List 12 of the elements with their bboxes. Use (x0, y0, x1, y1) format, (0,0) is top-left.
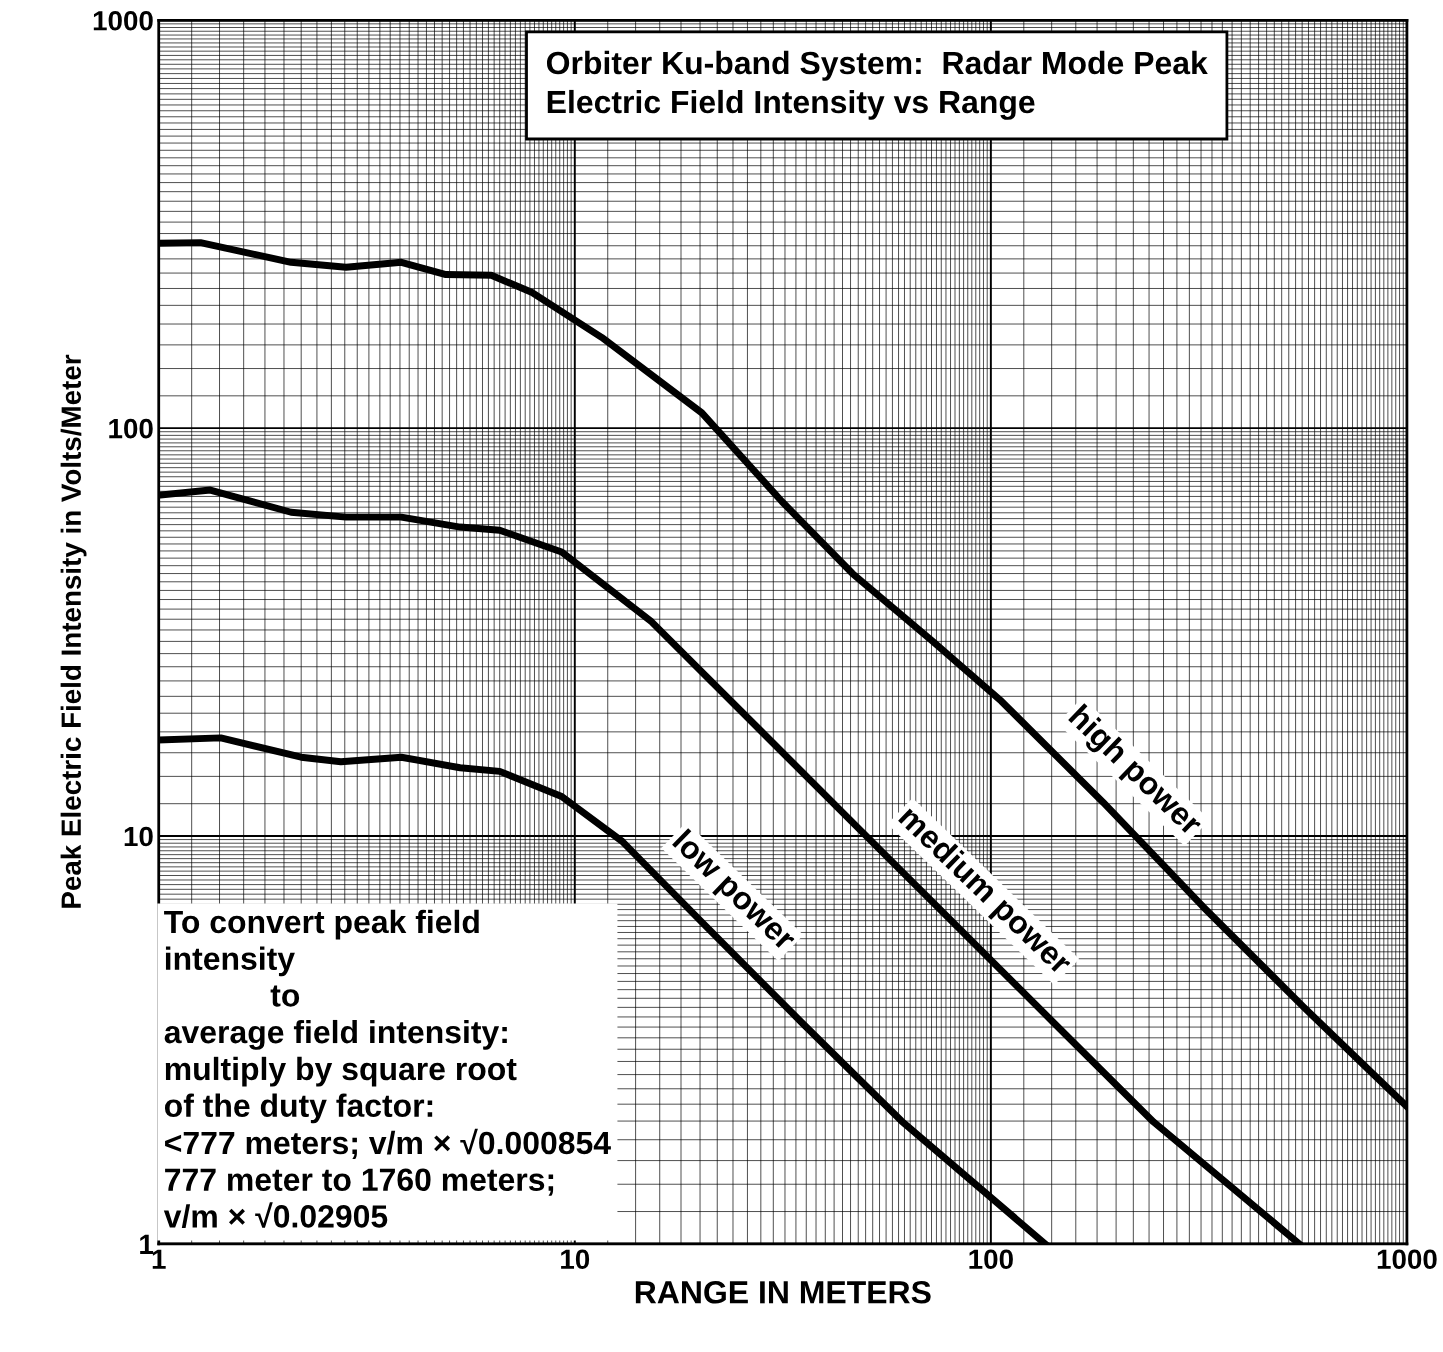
text: Orbiter Ku-band System: Radar Mode Peak Electric Field Intensity vs Range (546, 50, 1208, 120)
text: To convert peak field intensity to average field intensity: multiply by square root of the duty factor: <777 meters; v/m × √0.000854 777 meter to 1760 meters; v/m × √0.02905 (163, 909, 611, 1229)
y-tick-label: 1000 (93, 10, 153, 31)
x-tick-label: 1 (152, 1249, 166, 1269)
x-tick-label: 1000 (1377, 1249, 1437, 1270)
y-tick-label: 100 (109, 418, 153, 439)
y-tick-label: 10 (124, 826, 153, 847)
x-axis-title: RANGE IN METERS (635, 1280, 931, 1304)
y-axis-title: Peak Electric Field Intensity in Volts/Meter (60, 354, 87, 908)
y-tick-label: 1 (140, 1234, 154, 1254)
x-tick-label: 100 (969, 1249, 1013, 1270)
x-tick-label: 10 (561, 1249, 590, 1270)
